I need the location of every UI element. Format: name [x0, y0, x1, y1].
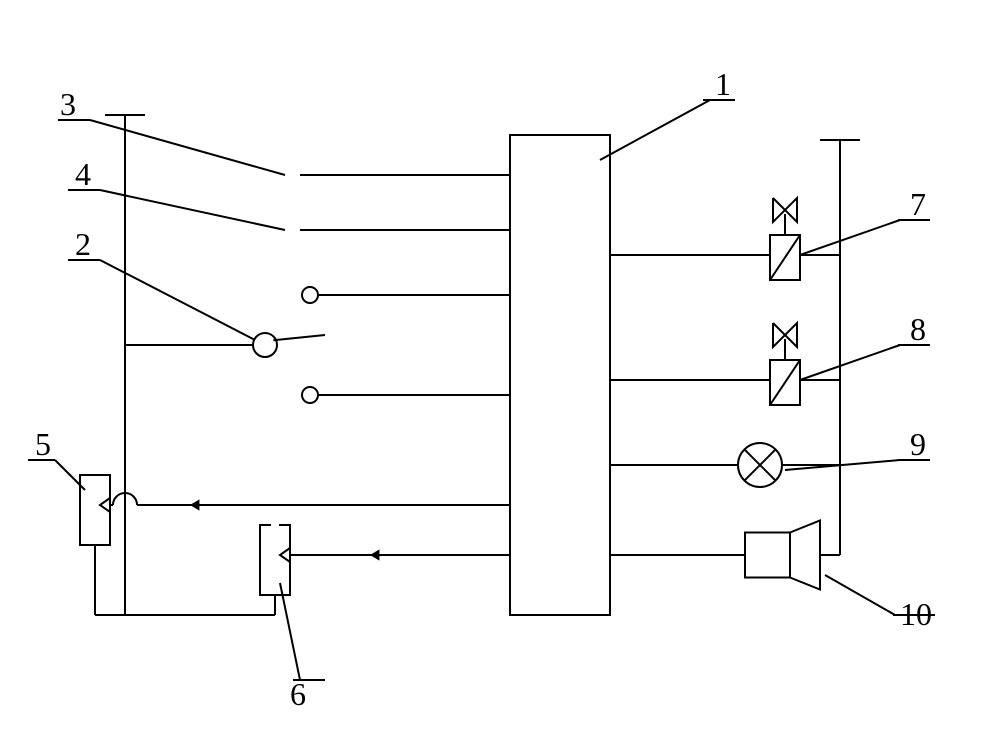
label-9: 9	[910, 426, 926, 462]
label-3: 3	[60, 86, 76, 122]
label-7: 7	[910, 186, 926, 222]
label-2: 2	[75, 226, 91, 262]
label-4: 4	[75, 156, 91, 192]
label-5: 5	[35, 426, 51, 462]
label-6: 6	[290, 676, 306, 712]
label-10: 10	[900, 596, 932, 632]
label-8: 8	[910, 311, 926, 347]
schematic-diagram: 1 2 3 4 5 6 7 8 9 10	[0, 0, 1000, 754]
label-1: 1	[715, 66, 731, 102]
